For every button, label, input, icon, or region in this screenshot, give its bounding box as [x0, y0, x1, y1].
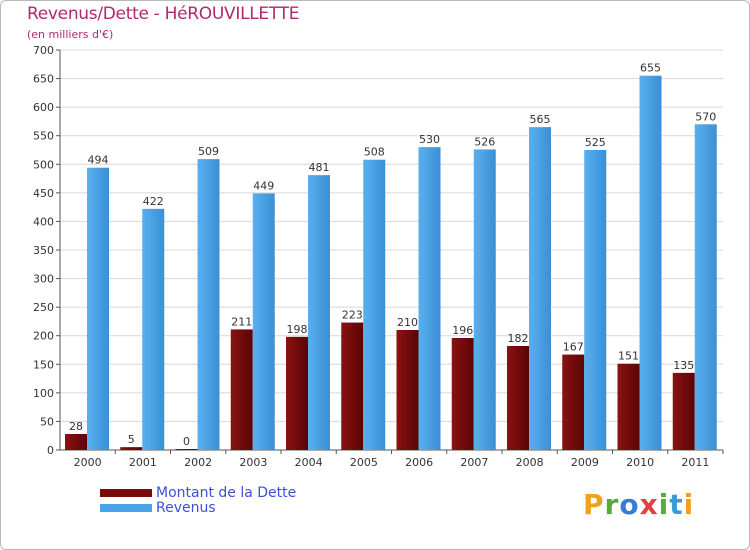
revenue-value-label: 655	[640, 62, 661, 75]
y-tick-label: 700	[33, 44, 54, 57]
debt-bar	[286, 336, 308, 450]
grid-lines	[60, 49, 723, 451]
revenue-bar	[363, 159, 386, 450]
revenue-bar	[418, 147, 441, 450]
debt-value-label: 167	[563, 341, 584, 354]
revenue-value-label: 530	[419, 133, 440, 146]
x-tick-label: 2000	[74, 456, 102, 469]
debt-value-label: 135	[673, 359, 694, 372]
y-tick-label: 500	[33, 158, 54, 171]
revenue-value-label: 508	[364, 146, 385, 159]
legend-label-debt: Montant de la Dette	[156, 485, 297, 501]
debt-bar	[617, 363, 640, 450]
y-tick-label: 0	[47, 444, 54, 457]
revenue-bar	[694, 124, 717, 451]
revenue-value-label: 449	[253, 179, 274, 192]
debt-bar	[396, 330, 419, 450]
debt-bar	[672, 372, 695, 450]
y-tick-label: 50	[40, 415, 54, 428]
legend-label-revenue: Revenus	[156, 500, 216, 516]
x-tick-label: 2008	[516, 456, 544, 469]
debt-value-label: 151	[618, 350, 639, 363]
debt-value-label: 182	[508, 332, 529, 345]
y-tick-label: 150	[33, 358, 54, 371]
revenue-value-label: 494	[88, 154, 109, 167]
proxiti-logo[interactable]: Proxiti	[583, 488, 694, 521]
debt-bar	[230, 329, 253, 450]
x-tick-label: 2005	[350, 456, 378, 469]
y-tick-label: 250	[33, 301, 54, 314]
x-tick-label: 2002	[184, 456, 212, 469]
debt-value-label: 0	[183, 435, 190, 448]
x-tick-label: 2010	[626, 456, 654, 469]
revenue-bar	[142, 208, 165, 450]
debt-value-label: 223	[342, 309, 363, 322]
debt-bar	[451, 338, 474, 450]
y-tick-label: 400	[33, 215, 54, 228]
y-tick-label: 200	[33, 330, 54, 343]
revenue-value-label: 526	[474, 135, 495, 148]
x-tick-label: 2009	[571, 456, 599, 469]
y-tick-label: 650	[33, 73, 54, 86]
revenue-value-label: 481	[309, 161, 330, 174]
revenue-value-label: 509	[198, 145, 219, 158]
debt-value-label: 5	[128, 433, 135, 446]
logo-letter: x	[639, 488, 659, 521]
logo-letter: r	[604, 488, 620, 521]
x-tick-label: 2004	[295, 456, 323, 469]
y-tick-label: 300	[33, 273, 54, 286]
logo-letter: t	[669, 488, 684, 521]
y-tick-label: 600	[33, 101, 54, 114]
debt-bar	[341, 322, 364, 450]
data-labels: 28 494 5 422 0 509 211 449 198 481 223 508 210 530 196…	[69, 62, 716, 448]
y-tick-label: 350	[33, 244, 54, 257]
revenue-bar	[639, 75, 662, 450]
revenue-value-label: 570	[695, 110, 716, 123]
revenue-bar	[252, 193, 275, 450]
revenue-bar	[87, 167, 109, 450]
logo-letter: i	[683, 488, 695, 521]
legend-swatch-debt	[100, 489, 152, 497]
revenue-value-label: 565	[530, 113, 551, 126]
debt-bar	[175, 449, 198, 450]
debt-bar	[65, 434, 87, 450]
legend-swatch-revenue	[100, 504, 152, 512]
debt-bar	[562, 354, 585, 450]
revenue-bar	[584, 150, 607, 450]
debt-bar	[120, 447, 143, 450]
x-tick-label: 2011	[681, 456, 709, 469]
axes: 0501001502002503003504004505005506006507…	[33, 44, 724, 469]
logo-letter: i	[658, 488, 670, 521]
y-tick-label: 100	[33, 387, 54, 400]
debt-value-label: 198	[287, 323, 308, 336]
logo-letter: P	[583, 488, 605, 521]
revenue-bar	[197, 159, 220, 450]
chart-subtitle: (en milliers d'€)	[27, 28, 114, 41]
debt-value-label: 28	[69, 420, 83, 433]
bars	[65, 75, 717, 451]
revenue-value-label: 422	[143, 195, 164, 208]
debt-bar	[507, 346, 529, 450]
logo-letter: o	[619, 488, 640, 521]
chart-title: Revenus/Dette - HéROUVILLETTE	[27, 4, 300, 24]
debt-value-label: 196	[452, 324, 473, 337]
y-tick-label: 550	[33, 130, 54, 143]
x-tick-label: 2001	[129, 456, 157, 469]
revenue-bar	[308, 175, 330, 450]
revenue-bar	[473, 149, 496, 450]
x-tick-label: 2007	[460, 456, 488, 469]
revenue-value-label: 525	[585, 136, 606, 149]
debt-value-label: 211	[231, 315, 252, 328]
x-tick-label: 2003	[239, 456, 267, 469]
debt-value-label: 210	[397, 316, 418, 329]
revenue-bar	[529, 127, 551, 451]
x-tick-label: 2006	[405, 456, 433, 469]
y-tick-label: 450	[33, 187, 54, 200]
